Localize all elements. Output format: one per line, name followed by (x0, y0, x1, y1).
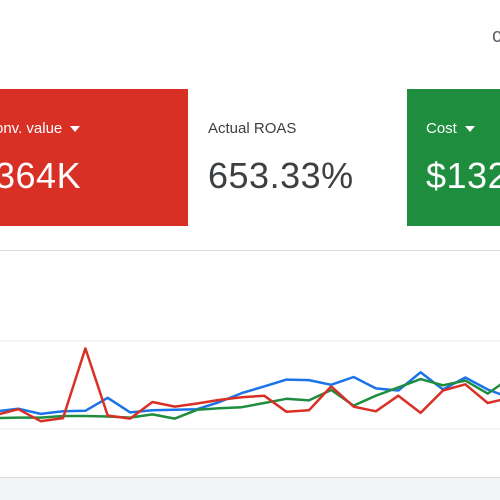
series-line-0 (0, 371, 500, 416)
scorecard-metric-dropdown[interactable]: onv. value (0, 120, 81, 137)
chart-gridlines (0, 340, 500, 430)
account-icon[interactable]: c (492, 25, 500, 47)
scorecard-label: onv. value (0, 120, 63, 137)
scorecard-actual-roas[interactable]: Actual ROAS 653.33% (189, 89, 406, 226)
series-line-2 (0, 347, 500, 423)
dropdown-caret-icon[interactable] (70, 126, 81, 133)
scorecard-cost[interactable]: Cost $132 (407, 89, 500, 226)
scorecard-conv-value[interactable]: onv. value 364K (0, 89, 188, 226)
performance-chart (0, 251, 500, 478)
scorecard-row: onv. value 364K Actual ROAS 653.33% Cost… (0, 72, 500, 251)
series-line-1 (0, 377, 500, 420)
chart-series (0, 347, 500, 423)
scorecard-label: Cost (426, 120, 457, 137)
top-toolbar: c (0, 0, 500, 73)
scorecard-metric-dropdown[interactable]: Cost (426, 120, 475, 137)
dropdown-caret-icon[interactable] (464, 126, 475, 133)
line-chart (0, 340, 500, 430)
scorecard-value: 364K (0, 155, 82, 196)
scorecard-label: Actual ROAS (208, 120, 297, 137)
scorecard-value: 653.33% (208, 155, 354, 196)
scorecard-value: $132 (426, 155, 500, 196)
